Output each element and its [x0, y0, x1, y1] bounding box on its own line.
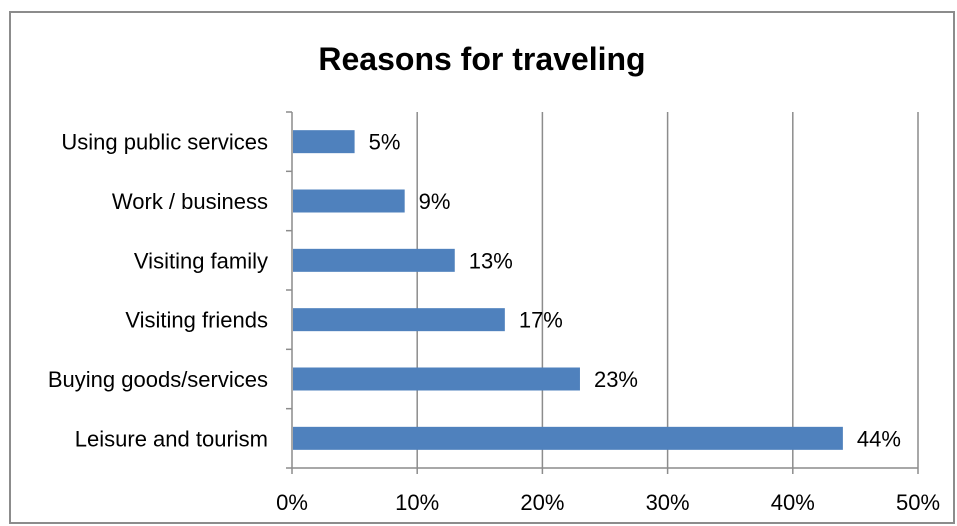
data-label: 13% [469, 248, 513, 273]
x-tick-label: 30% [646, 490, 690, 515]
bar [293, 367, 580, 391]
x-tick-label: 20% [520, 490, 564, 515]
data-label: 23% [594, 367, 638, 392]
bar [293, 248, 455, 272]
category-label: Buying goods/services [48, 367, 268, 392]
bar [293, 130, 355, 154]
data-label: 17% [519, 308, 563, 333]
data-label: 5% [369, 130, 401, 155]
category-label: Work / business [112, 189, 268, 214]
grid-lines [416, 112, 919, 468]
category-label: Visiting friends [125, 308, 268, 333]
bar [293, 426, 843, 450]
category-label: Visiting family [134, 248, 268, 273]
x-tick-label: 10% [395, 490, 439, 515]
category-label: Using public services [61, 130, 268, 155]
axes [286, 111, 919, 474]
x-tick-label: 50% [896, 490, 940, 515]
labels: 0% 10% 20% 30% 40% 50% Using public services 5%… [48, 130, 940, 515]
bars [293, 130, 843, 450]
bar [293, 189, 405, 213]
category-label: Leisure and tourism [75, 426, 268, 451]
bar [293, 308, 505, 332]
chart-title: Reasons for traveling [318, 41, 646, 77]
x-tick-label: 0% [276, 490, 308, 515]
data-label: 44% [857, 426, 901, 451]
data-label: 9% [419, 189, 451, 214]
x-tick-label: 40% [771, 490, 815, 515]
